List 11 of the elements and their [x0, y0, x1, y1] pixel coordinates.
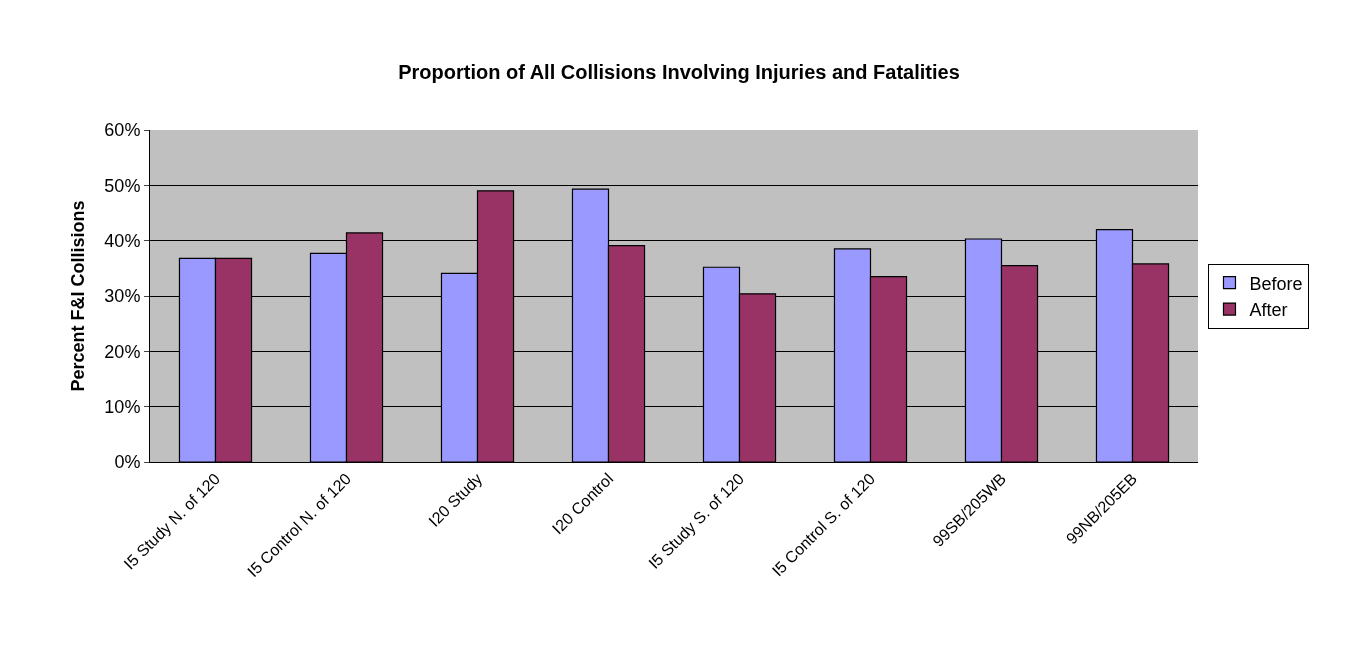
legend-label: Before — [1249, 273, 1303, 294]
y-tick-label: 40% — [104, 230, 141, 251]
chart-title: Proportion of All Collisions Involving Injuries and Fatalities — [398, 61, 960, 84]
y-tick-label: 10% — [104, 396, 141, 417]
y-tick-label: 20% — [104, 341, 141, 362]
y-tick-label: 30% — [104, 286, 141, 307]
y-axis-title: Percent F&I Collisions — [67, 200, 88, 392]
y-tick-label: 60% — [104, 120, 141, 141]
legend-label: After — [1249, 300, 1288, 321]
y-tick-label: 50% — [104, 175, 141, 196]
y-tick-label: 0% — [114, 452, 141, 473]
